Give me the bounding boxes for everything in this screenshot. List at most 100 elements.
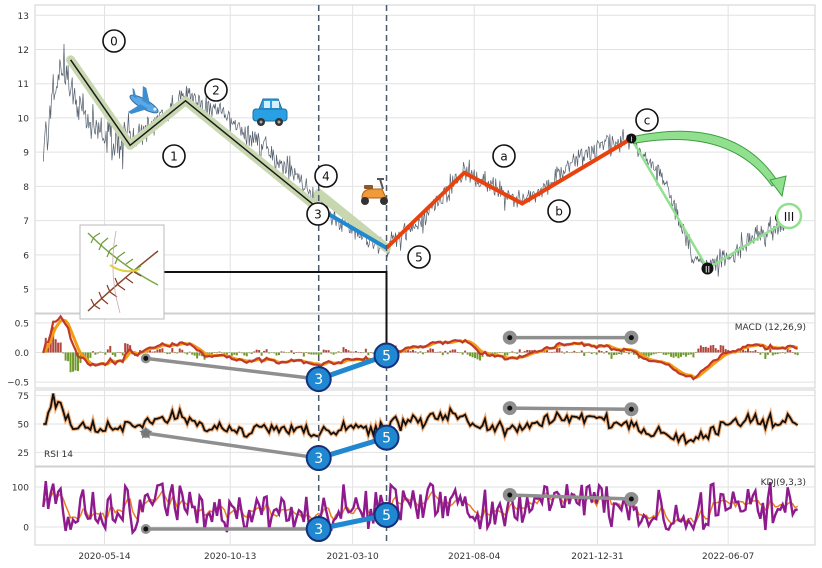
macd-histogram-bar bbox=[59, 342, 62, 353]
macd-histogram-bar bbox=[662, 352, 665, 355]
macd-histogram-bar bbox=[168, 352, 171, 354]
macd-histogram-bar bbox=[176, 352, 179, 354]
macd-histogram-bar bbox=[608, 352, 611, 355]
kdj-divergence-point-core bbox=[143, 526, 149, 532]
wave-label-0: 0 bbox=[102, 29, 126, 53]
macd-histogram-bar bbox=[54, 339, 57, 353]
wave-label-text: 0 bbox=[110, 35, 118, 49]
macd-histogram-bar bbox=[42, 352, 45, 354]
macd-histogram-bar bbox=[74, 352, 77, 371]
macd-histogram-bar bbox=[459, 352, 462, 354]
wave-point-II bbox=[701, 262, 714, 275]
macd-histogram-bar bbox=[771, 352, 774, 356]
macd-histogram-bar bbox=[548, 351, 551, 353]
macd-histogram-bar bbox=[675, 352, 678, 357]
rsi-divergence-point-core bbox=[628, 406, 634, 412]
wave-label-1: 1 bbox=[162, 144, 186, 168]
macd-histogram-bar bbox=[565, 351, 568, 353]
x-tick-label: 2021-03-10 bbox=[326, 552, 379, 562]
macd-histogram-bar bbox=[86, 352, 89, 360]
marker-text: 5 bbox=[382, 431, 391, 447]
macd-histogram-bar bbox=[424, 352, 427, 354]
macd-histogram-bar bbox=[501, 352, 504, 354]
wave-label-circle bbox=[162, 144, 186, 168]
y-tick-label-macd: −0.5 bbox=[7, 379, 29, 389]
y-tick-label-macd: 0.0 bbox=[15, 349, 30, 359]
macd-histogram-bar bbox=[315, 352, 318, 355]
macd-histogram-bar bbox=[354, 351, 357, 353]
macd-histogram-bar bbox=[508, 352, 511, 354]
macd-histogram-bar bbox=[193, 352, 196, 356]
macd-histogram-bar bbox=[419, 351, 422, 353]
overlay-layer: 3 5 3 5 3 5 bbox=[139, 5, 639, 545]
x-tick-label: 2020-05-14 bbox=[78, 552, 131, 562]
macd-histogram-bar bbox=[258, 350, 261, 353]
wave-label-text: a bbox=[500, 150, 507, 164]
macd-histogram-bar bbox=[295, 352, 298, 353]
macd-histogram-bar bbox=[233, 352, 236, 355]
wave-label-text: 4 bbox=[322, 170, 330, 184]
macd-histogram-bar bbox=[245, 352, 248, 357]
macd-histogram-bar bbox=[109, 345, 112, 353]
y-tick-label-price: 11 bbox=[18, 80, 29, 90]
macd-histogram-bar bbox=[578, 352, 581, 354]
macd-histogram-bar bbox=[694, 351, 697, 353]
macd-histogram-bar bbox=[657, 352, 660, 353]
macd-histogram-bar bbox=[722, 345, 725, 353]
macd-histogram-bar bbox=[124, 343, 127, 353]
macd-histogram-bar bbox=[568, 352, 571, 354]
macd-histogram-bar bbox=[595, 352, 598, 355]
macd-histogram-bar bbox=[764, 352, 767, 359]
y-tick-label-kdj: 0 bbox=[23, 524, 29, 534]
wave-label-text: I bbox=[630, 135, 632, 143]
y-tick-label-kdj: 100 bbox=[12, 484, 29, 494]
kdj-divergence-point-core bbox=[507, 492, 513, 498]
macd-wave-marker-5: 5 bbox=[373, 342, 400, 369]
macd-histogram-bar bbox=[148, 349, 151, 353]
macd-histogram-bar bbox=[513, 352, 516, 354]
macd-histogram-bar bbox=[89, 352, 92, 358]
wave-label-II: II bbox=[705, 266, 710, 276]
macd-histogram-bar bbox=[580, 350, 583, 353]
macd-histogram-bar bbox=[622, 350, 625, 353]
macd-histogram-bar bbox=[414, 351, 417, 353]
macd-histogram-bar bbox=[786, 348, 789, 353]
macd-histogram-bar bbox=[613, 352, 616, 356]
macd-histogram-bar bbox=[570, 351, 573, 353]
macd-histogram-bar bbox=[72, 352, 75, 372]
macd-histogram-bar bbox=[781, 352, 784, 353]
wave-label-circle bbox=[492, 144, 516, 168]
y-tick-label-price: 9 bbox=[23, 149, 29, 159]
macd-histogram-bar bbox=[337, 351, 340, 353]
macd-histogram-bar bbox=[101, 352, 104, 354]
macd-histogram-bar bbox=[615, 352, 618, 355]
wave-label-circle bbox=[547, 199, 571, 223]
y-tick-label-rsi: 75 bbox=[18, 392, 29, 402]
wave-label-circle bbox=[102, 29, 126, 53]
macd-histogram-bar bbox=[198, 352, 201, 356]
macd-histogram-bar bbox=[238, 351, 241, 353]
macd-histogram-bar bbox=[282, 351, 285, 353]
macd-histogram-bar bbox=[49, 337, 52, 353]
wave-label-circle bbox=[204, 78, 228, 102]
macd-title: MACD (12,26,9) bbox=[735, 323, 806, 333]
macd-histogram-bar bbox=[126, 343, 129, 353]
macd-histogram-bar bbox=[248, 352, 251, 354]
macd-divergence-point-core bbox=[143, 355, 149, 361]
macd-histogram-bar bbox=[188, 351, 191, 353]
macd-histogram-bar bbox=[476, 352, 479, 360]
macd-histogram-bar bbox=[744, 350, 747, 353]
macd-histogram-bar bbox=[766, 352, 769, 355]
connector-line bbox=[164, 271, 388, 350]
macd-histogram-bar bbox=[717, 349, 720, 353]
macd-histogram-bar bbox=[230, 352, 233, 356]
rsi-divergence-line bbox=[509, 406, 632, 412]
macd-histogram-bar bbox=[667, 352, 670, 355]
x-tick-label: 2021-08-04 bbox=[448, 552, 501, 562]
macd-histogram-bar bbox=[111, 352, 114, 355]
macd-histogram-bar bbox=[171, 348, 174, 353]
macd-histogram-bar bbox=[769, 348, 772, 353]
macd-histogram-bar bbox=[409, 351, 412, 353]
wave-label-circle bbox=[635, 108, 659, 132]
macd-histogram-bar bbox=[183, 352, 186, 354]
